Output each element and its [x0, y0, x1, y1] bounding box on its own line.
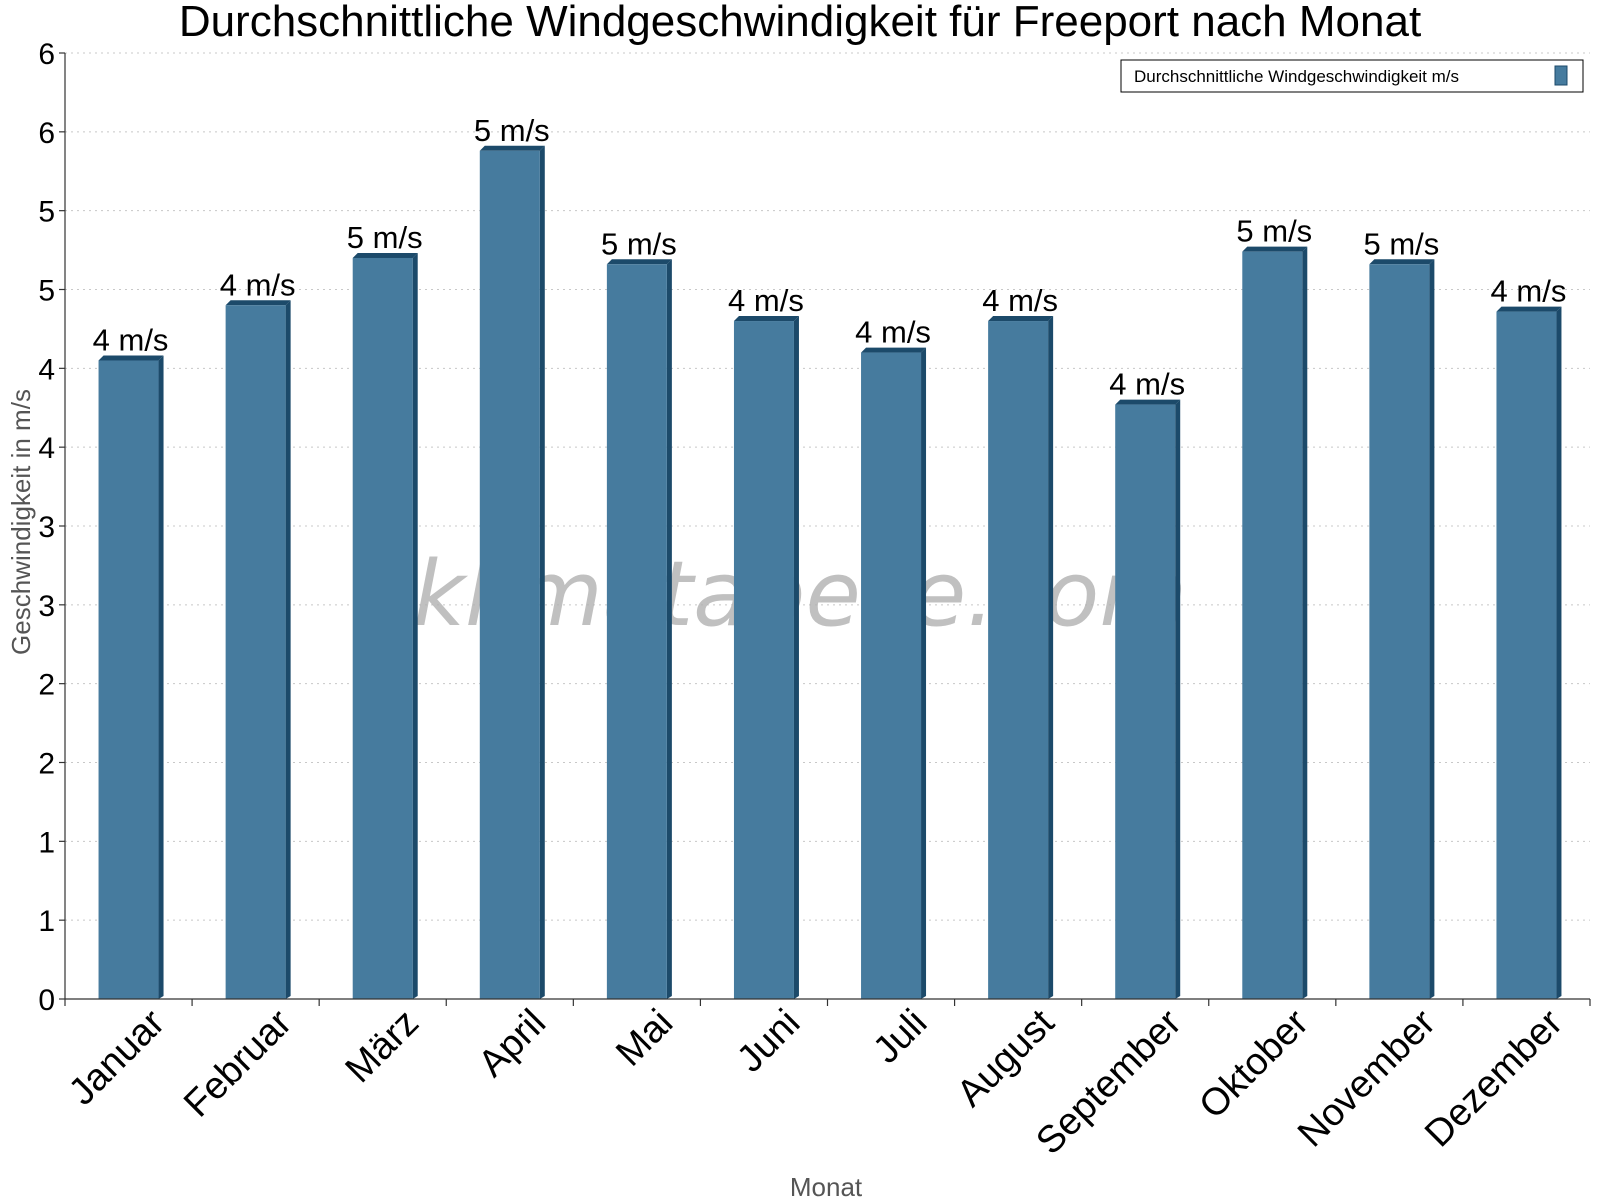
bar	[479, 145, 545, 1000]
y-tick-label: 2	[38, 748, 55, 781]
bar-side	[666, 259, 672, 1000]
data-labels: 4 m/s 4 m/s 5 m/s 5 m/s 5 m/s 4 m/s 4 m/s 4 m/s…	[93, 113, 1567, 402]
bar-front	[1496, 311, 1557, 999]
bar-side	[412, 252, 418, 999]
legend: Durchschnittliche Windgeschwindigkeit m/…	[1120, 59, 1584, 93]
y-tick-label: 2	[38, 669, 55, 702]
y-tick-label: 4	[38, 353, 55, 386]
bar	[98, 355, 164, 999]
x-tick-label: April	[471, 1002, 554, 1085]
bar-front	[733, 321, 794, 999]
bar-top	[988, 316, 1054, 322]
data-label: 5 m/s	[1236, 214, 1312, 249]
y-tick-label: 6	[38, 117, 55, 150]
y-tick-labels: 0 1 1 2 2 3 3 4 4 5 5 6 6	[38, 38, 55, 1017]
bar	[352, 252, 418, 999]
x-tick-label: Februar	[176, 1001, 300, 1125]
y-tick-label: 6	[38, 38, 55, 71]
x-tick-label: Januar	[61, 1001, 173, 1113]
bar-side	[1175, 399, 1181, 999]
y-tick-label: 4	[38, 432, 55, 465]
bar-top	[352, 252, 418, 258]
bar-front	[606, 264, 667, 1000]
data-label: 4 m/s	[982, 283, 1058, 318]
x-tick-label: Dezember	[1417, 1001, 1571, 1155]
bar	[988, 316, 1054, 999]
bar-front	[1115, 404, 1176, 999]
bar-top	[1496, 306, 1562, 312]
bar-top	[98, 355, 164, 361]
bar-side	[1302, 246, 1308, 999]
bar-front	[225, 305, 286, 999]
data-label: 4 m/s	[855, 315, 931, 350]
x-tick-label: Juni	[729, 1002, 808, 1081]
legend-swatch	[1554, 65, 1568, 86]
bar-front	[352, 257, 413, 999]
axes	[59, 52, 1591, 1006]
bar-side	[158, 355, 164, 999]
data-label: 5 m/s	[347, 220, 423, 255]
bar-front	[861, 352, 922, 1000]
data-label: 5 m/s	[474, 113, 550, 148]
bar-side	[1048, 316, 1054, 999]
chart-title: Durchschnittliche Windgeschwindigkeit fü…	[179, 0, 1421, 46]
data-label: 5 m/s	[601, 226, 677, 261]
legend-box	[1120, 59, 1584, 93]
bar-top	[225, 300, 291, 306]
bar	[861, 347, 927, 1000]
y-axis-title: Geschwindigkeit in m/s	[6, 389, 36, 655]
x-tick-label: Oktober	[1191, 1001, 1317, 1127]
y-tick-label: 5	[38, 196, 55, 229]
bar-top	[1242, 246, 1308, 252]
x-tick-label: Mai	[608, 1002, 681, 1075]
bar-front	[1242, 251, 1303, 999]
data-label: 4 m/s	[93, 322, 169, 357]
bar-side	[921, 347, 927, 1000]
data-label: 5 m/s	[1363, 226, 1439, 261]
y-tick-label: 3	[38, 511, 55, 544]
legend-label: Durchschnittliche Windgeschwindigkeit m/…	[1134, 67, 1459, 86]
bar-side	[285, 300, 291, 999]
data-label: 4 m/s	[1491, 274, 1567, 309]
x-tick-labels: Januar Februar März April Mai Juni Juli AugustS…	[61, 1001, 1571, 1162]
bars	[98, 145, 1562, 1000]
data-label: 4 m/s	[220, 267, 296, 302]
y-tick-label: 1	[38, 905, 55, 938]
bar	[1242, 246, 1308, 999]
bar-top	[606, 259, 672, 265]
bar-front	[988, 321, 1049, 999]
bar-top	[861, 347, 927, 353]
bar-side	[1556, 306, 1562, 999]
y-tick-label: 5	[38, 275, 55, 308]
bar-front	[98, 360, 159, 999]
bar-top	[733, 316, 799, 322]
data-label: 4 m/s	[728, 283, 804, 318]
bar	[733, 316, 799, 999]
x-tick-label: August	[949, 1001, 1063, 1115]
bar-side	[1429, 259, 1435, 1000]
bar-top	[479, 145, 545, 151]
bar	[225, 300, 291, 999]
bar	[606, 259, 672, 1000]
x-axis-title: Monat	[790, 1172, 863, 1200]
bar-front	[1369, 264, 1430, 1000]
y-tick-label: 1	[38, 826, 55, 859]
bar-side	[539, 145, 545, 1000]
x-tick-label: März	[338, 1002, 427, 1091]
bar-top	[1115, 399, 1181, 405]
bar-side	[793, 316, 799, 999]
bar	[1496, 306, 1562, 999]
bar-top	[1369, 259, 1435, 265]
bar-front	[479, 150, 540, 1000]
x-tick-label: November	[1290, 1001, 1444, 1155]
data-label: 4 m/s	[1109, 367, 1185, 402]
bar	[1369, 259, 1435, 1000]
y-tick-label: 0	[38, 984, 55, 1017]
y-tick-label: 3	[38, 590, 55, 623]
bar	[1115, 399, 1181, 999]
x-tick-label: Juli	[865, 1002, 935, 1072]
grid-lines	[65, 52, 1590, 921]
